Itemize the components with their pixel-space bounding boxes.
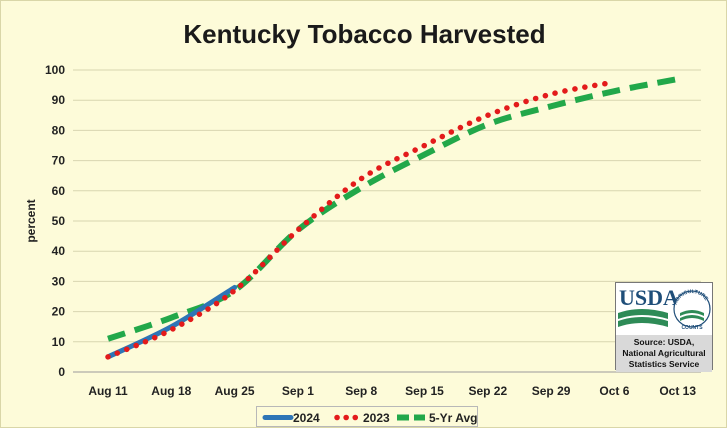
x-tick-label: Aug 25 [215,384,255,398]
y-axis-label: percent [24,199,38,242]
source-box: USDA AGRICULTURE COUNTS Source: USDA, Na… [615,282,713,372]
series-line-5-yr-avg [107,76,679,342]
x-tick-label: Aug 18 [151,384,191,398]
usda-logo: USDA AGRICULTURE COUNTS [616,283,712,333]
gridlines [73,69,701,343]
source-line: Statistics Service [628,359,700,369]
y-tick-label: 70 [52,154,66,168]
series-lines [105,76,679,360]
usda-logo-text: USDA [619,285,679,310]
legend-label: 2023 [363,411,390,425]
y-tick-label: 80 [52,123,66,137]
y-tick-label: 20 [52,305,66,319]
legend-label: 5-Yr Avg [429,411,477,425]
y-tick-label: 50 [52,214,66,228]
y-tick-label: 30 [52,274,66,288]
x-tick-label: Sep 15 [405,384,444,398]
x-tick-label: Oct 6 [599,384,629,398]
y-tick-label: 90 [52,93,66,107]
source-text: Source: USDA, National Agricultural Stat… [616,335,712,372]
usda-logo-sub-text: COUNTS [681,325,703,331]
x-tick-label: Aug 11 [88,384,128,398]
series-line-2024 [105,284,238,360]
source-line: Source: USDA, [633,337,695,347]
chart-title: Kentucky Tobacco Harvested [183,19,546,49]
y-tick-label: 60 [52,184,66,198]
source-line: National Agricultural [622,348,706,358]
x-tick-label: Sep 29 [532,384,571,398]
x-tick-label: Sep 8 [345,384,377,398]
legend: 2024 2023 5-Yr Avg [256,406,478,427]
y-tick-label: 0 [58,365,65,379]
axes: 0 10 20 30 40 50 60 70 80 90 100 Aug 11 Aug 18 Aug 25… [45,63,701,398]
legend-label: 2024 [293,411,320,425]
x-tick-label: Oct 13 [659,384,696,398]
y-tick-label: 10 [52,335,66,349]
x-tick-label: Sep 22 [468,384,507,398]
legend-entries: 2024 2023 5-Yr Avg [262,411,477,425]
y-tick-label: 100 [45,63,65,77]
series-line-2023 [105,79,618,360]
y-tick-label: 40 [52,244,66,258]
x-tick-label: Sep 1 [282,384,314,398]
